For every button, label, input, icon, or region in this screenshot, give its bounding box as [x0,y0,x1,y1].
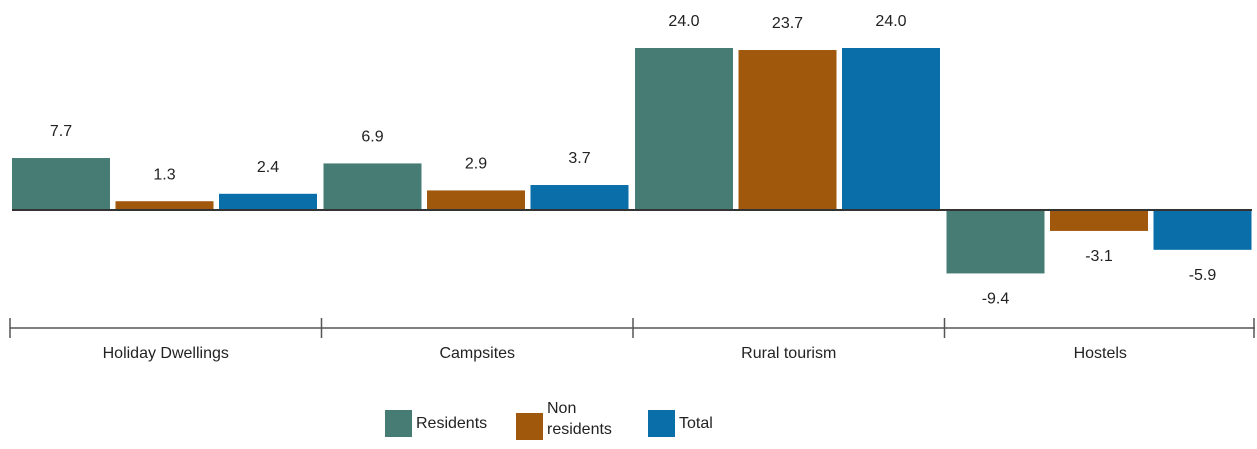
value-label: 7.7 [50,123,72,140]
legend-swatch-non-residents [516,412,543,440]
value-label: 23.7 [772,15,803,32]
legend-item-total: Total [648,410,713,437]
value-label: 24.0 [668,13,699,30]
bar-residents-2 [635,48,733,210]
bar-residents-1 [323,163,422,210]
value-label: 2.9 [465,156,487,173]
legend-label-non-residents: Non residents [547,398,612,440]
bar-total-1 [530,185,629,210]
category-label: Campsites [439,345,515,362]
category-label: Hostels [1074,345,1127,362]
category-label: Rural tourism [741,345,836,362]
bar-non-residents-2 [738,50,837,211]
bar-residents-3 [946,210,1045,274]
value-label: -3.1 [1085,248,1113,265]
value-label: -5.9 [1189,267,1217,284]
category-label: Holiday Dwellings [103,345,229,362]
value-label: 1.3 [153,166,175,183]
bar-non-residents-1 [427,190,525,210]
legend-label-non-residents-line1: Non [547,400,577,417]
legend-label-total: Total [679,415,713,432]
legend-label-residents: Residents [416,415,488,432]
value-labels-group: 7.7 1.3 2.4 6.9 2.9 3.7 24.0 23.7 24.0 -9.4 -3.1 -5… [50,13,1217,307]
value-label: 6.9 [361,129,383,146]
bar-non-residents-3 [1050,210,1148,231]
value-label: -9.4 [982,291,1010,308]
category-labels-group: Holiday Dwellings Campsites Rural tourism H… [103,345,1127,362]
value-label: 3.7 [568,150,590,167]
bar-chart: 7.7 1.3 2.4 6.9 2.9 3.7 24.0 23.7 24.0 -9.4 -3.1 -5… [9,13,1255,362]
category-axis [9,318,1255,338]
value-label: 2.4 [257,159,279,176]
legend-label-non-residents-line2: residents [547,421,612,438]
bar-non-residents-0 [115,201,214,210]
legend-swatch-total [648,410,675,437]
bars-group [12,48,1252,274]
value-label: 24.0 [875,13,906,30]
legend-item-residents: Residents [385,410,487,437]
bar-total-2 [842,48,940,210]
bar-total-3 [1153,210,1252,250]
legend-swatch-residents [385,410,412,437]
bar-total-0 [219,193,317,210]
bar-residents-0 [12,158,110,210]
legend-item-non-residents: Non residents [516,398,612,440]
